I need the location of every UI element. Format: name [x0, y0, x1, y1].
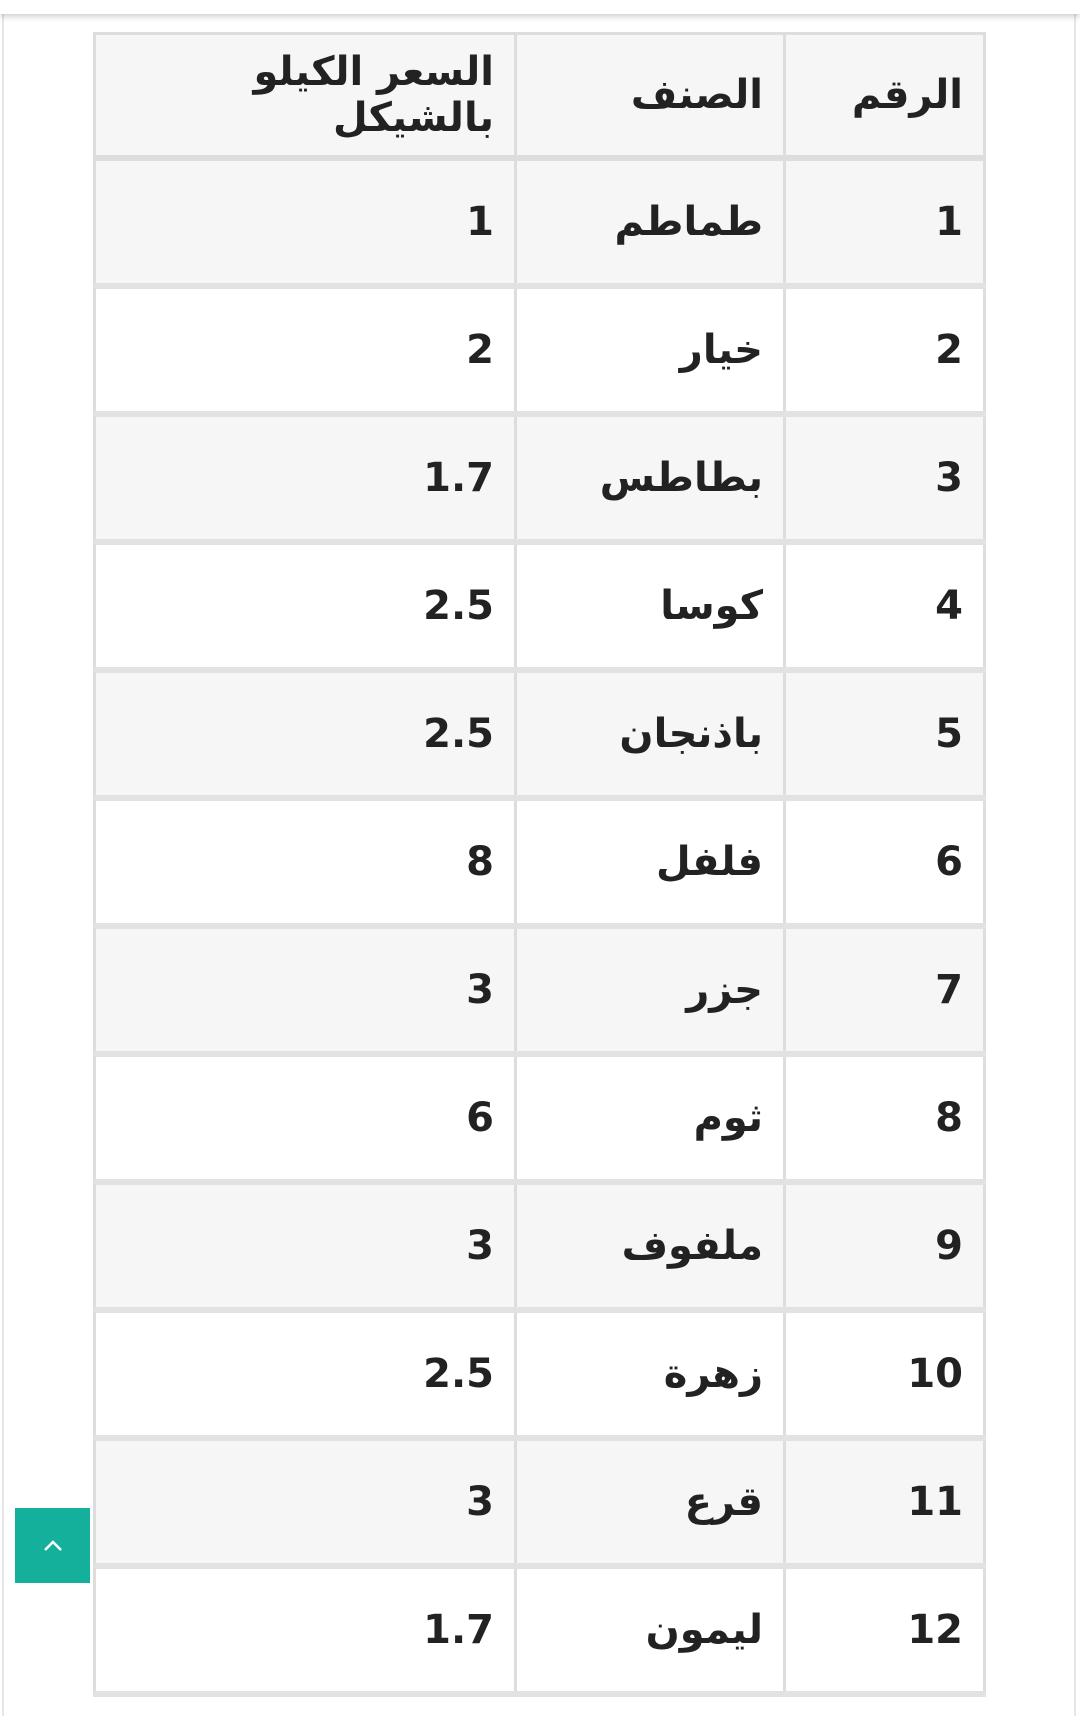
- row-item: باذنجان: [514, 670, 786, 801]
- row-item: خيار: [514, 286, 786, 417]
- row-number: 9: [783, 1182, 986, 1313]
- row-number: 1: [783, 158, 986, 289]
- header-item: الصنف: [514, 32, 786, 161]
- row-number: 2: [783, 286, 986, 417]
- row-item: بطاطس: [514, 414, 786, 545]
- table-row: 1 طماطم 1: [93, 158, 986, 289]
- row-number: 10: [783, 1310, 986, 1441]
- header-number: الرقم: [783, 32, 986, 161]
- row-price: 3: [93, 926, 517, 1057]
- row-price: 1: [93, 158, 517, 289]
- row-item: زهرة: [514, 1310, 786, 1441]
- row-number: 4: [783, 542, 986, 673]
- row-item: ليمون: [514, 1566, 786, 1697]
- row-item: قرع: [514, 1438, 786, 1569]
- row-number: 8: [783, 1054, 986, 1185]
- vegetable-prices-table: الرقم الصنف السعر الكيلو بالشيكل 1 طماطم 1…: [93, 32, 986, 1697]
- row-price: 2: [93, 286, 517, 417]
- table-row: 12 ليمون 1.7: [93, 1566, 986, 1697]
- table-row: 8 ثوم 6: [93, 1054, 986, 1185]
- table-row: 10 زهرة 2.5: [93, 1310, 986, 1441]
- row-number: 11: [783, 1438, 986, 1569]
- header-price: السعر الكيلو بالشيكل: [93, 32, 517, 161]
- row-price: 8: [93, 798, 517, 929]
- table-row: 7 جزر 3: [93, 926, 986, 1057]
- row-price: 2.5: [93, 1310, 517, 1441]
- top-header-bar: [0, 0, 1080, 14]
- row-price: 6: [93, 1054, 517, 1185]
- row-number: 5: [783, 670, 986, 801]
- table-header-row: الرقم الصنف السعر الكيلو بالشيكل: [93, 32, 986, 161]
- table-row: 11 قرع 3: [93, 1438, 986, 1569]
- row-number: 12: [783, 1566, 986, 1697]
- row-price: 1.7: [93, 1566, 517, 1697]
- row-price: 1.7: [93, 414, 517, 545]
- table-row: 6 فلفل 8: [93, 798, 986, 929]
- table-row: 9 ملفوف 3: [93, 1182, 986, 1313]
- scroll-to-top-button[interactable]: [15, 1508, 90, 1583]
- row-number: 6: [783, 798, 986, 929]
- table-row: 5 باذنجان 2.5: [93, 670, 986, 801]
- row-number: 3: [783, 414, 986, 545]
- row-price: 3: [93, 1438, 517, 1569]
- row-number: 7: [783, 926, 986, 1057]
- row-price: 2.5: [93, 542, 517, 673]
- row-item: ملفوف: [514, 1182, 786, 1313]
- table-row: 3 بطاطس 1.7: [93, 414, 986, 545]
- row-item: ثوم: [514, 1054, 786, 1185]
- row-item: كوسا: [514, 542, 786, 673]
- chevron-up-icon: [43, 1539, 62, 1551]
- row-item: جزر: [514, 926, 786, 1057]
- row-price: 2.5: [93, 670, 517, 801]
- table-row: 4 كوسا 2.5: [93, 542, 986, 673]
- table-row: 2 خيار 2: [93, 286, 986, 417]
- row-price: 3: [93, 1182, 517, 1313]
- row-item: طماطم: [514, 158, 786, 289]
- row-item: فلفل: [514, 798, 786, 929]
